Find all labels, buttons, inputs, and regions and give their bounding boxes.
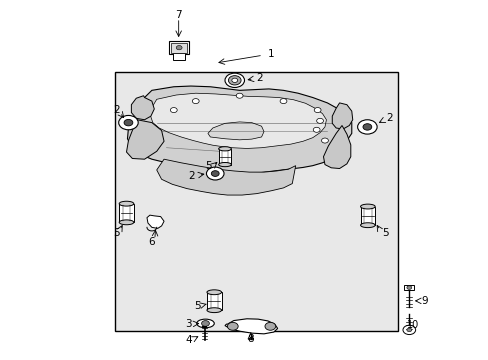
Polygon shape — [150, 93, 326, 148]
Text: 8: 8 — [247, 333, 254, 343]
Ellipse shape — [218, 147, 231, 151]
Text: 10: 10 — [406, 320, 418, 330]
Polygon shape — [147, 215, 163, 228]
Circle shape — [231, 78, 237, 82]
Ellipse shape — [206, 308, 221, 312]
Bar — [218, 149, 231, 165]
Circle shape — [176, 45, 182, 50]
Polygon shape — [157, 159, 295, 195]
Ellipse shape — [119, 220, 134, 225]
Circle shape — [119, 116, 138, 130]
Polygon shape — [323, 126, 350, 168]
Text: 2: 2 — [188, 171, 195, 181]
Ellipse shape — [360, 223, 374, 228]
Text: 5: 5 — [205, 161, 212, 171]
Circle shape — [228, 76, 241, 85]
Circle shape — [313, 127, 320, 132]
Circle shape — [362, 124, 371, 130]
Circle shape — [170, 108, 177, 113]
Ellipse shape — [119, 201, 134, 206]
Circle shape — [402, 325, 415, 334]
Polygon shape — [131, 96, 154, 120]
Ellipse shape — [206, 290, 221, 295]
Text: 9: 9 — [421, 296, 427, 306]
Bar — [168, 41, 189, 54]
Bar — [360, 207, 374, 225]
Text: 2: 2 — [255, 73, 262, 83]
Text: 5: 5 — [113, 228, 120, 238]
Circle shape — [264, 322, 275, 330]
Text: 3: 3 — [185, 319, 191, 329]
Circle shape — [357, 120, 376, 134]
Circle shape — [224, 73, 244, 87]
Polygon shape — [126, 120, 163, 159]
Text: 2: 2 — [385, 113, 392, 123]
Circle shape — [280, 99, 286, 104]
Circle shape — [406, 328, 411, 332]
Polygon shape — [207, 122, 264, 140]
Ellipse shape — [196, 319, 214, 328]
Polygon shape — [224, 319, 277, 334]
Text: 6: 6 — [148, 237, 155, 247]
Text: 5: 5 — [194, 301, 201, 311]
Circle shape — [227, 322, 238, 330]
Polygon shape — [127, 86, 351, 174]
Text: 1: 1 — [267, 49, 274, 59]
Bar — [171, 42, 186, 53]
Ellipse shape — [360, 204, 374, 209]
Circle shape — [321, 138, 328, 143]
Circle shape — [206, 167, 224, 180]
Bar — [119, 204, 134, 222]
Polygon shape — [331, 103, 352, 129]
Text: 5: 5 — [382, 228, 388, 238]
Circle shape — [316, 118, 323, 123]
Text: 2: 2 — [113, 105, 120, 115]
Bar — [404, 285, 413, 290]
Bar — [206, 292, 221, 310]
Text: 4: 4 — [185, 334, 191, 345]
Bar — [115, 72, 397, 330]
Circle shape — [314, 108, 321, 113]
Circle shape — [406, 286, 411, 289]
Circle shape — [236, 93, 243, 98]
Circle shape — [192, 99, 199, 104]
Circle shape — [124, 120, 133, 126]
Text: 7: 7 — [175, 10, 182, 20]
Ellipse shape — [218, 162, 231, 167]
Bar — [172, 53, 184, 60]
Circle shape — [211, 171, 219, 176]
Circle shape — [201, 320, 209, 326]
